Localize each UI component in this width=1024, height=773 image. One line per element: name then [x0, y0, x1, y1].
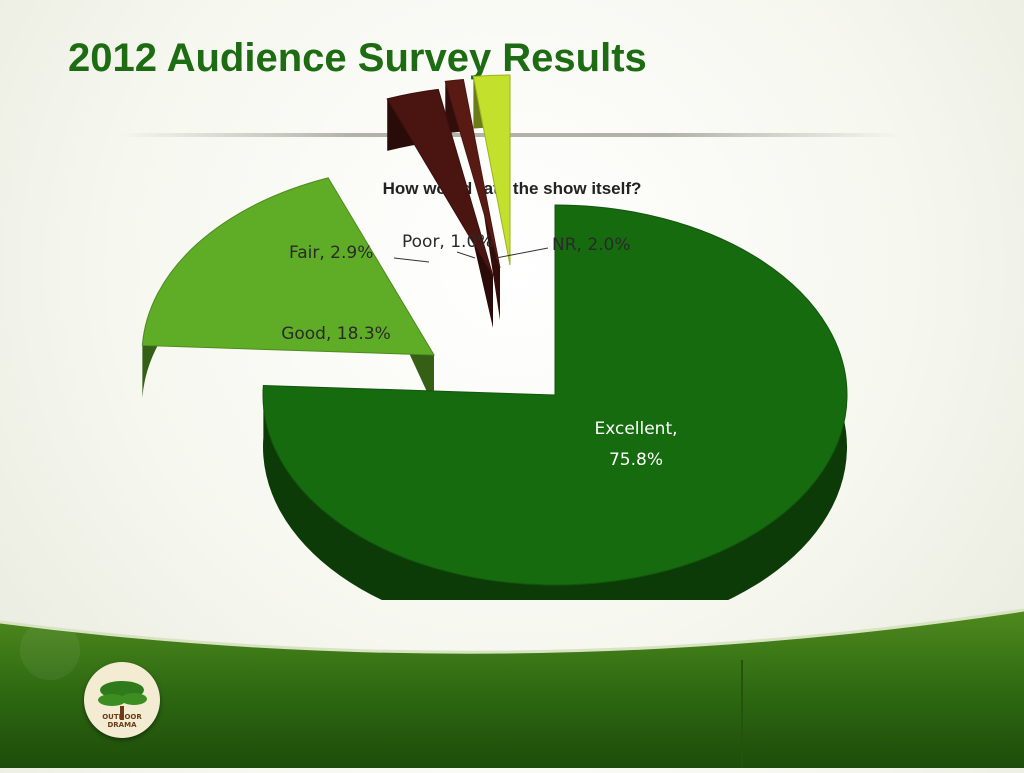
pie-slice-poor — [444, 78, 501, 269]
pie-chart: How would rate the show itself? Excellen… — [141, 74, 848, 600]
pie-slice-side-poor — [445, 79, 500, 321]
slice-labels: Excellent, 75.8% Good, 18.3% Fair, 2.9% Poor… — [281, 232, 677, 470]
slice-label-poor: Poor, 1.0% — [402, 232, 493, 252]
footer-band — [0, 600, 1024, 768]
slice-label-nr: NR, 2.0% — [552, 235, 631, 255]
leader-line-poor — [456, 251, 476, 259]
slice-label-fair: Fair, 2.9% — [289, 243, 373, 263]
outdoor-drama-logo: OUTDOOR DRAMA — [84, 662, 160, 738]
logo-line-2: DRAMA — [107, 721, 137, 729]
tree-icon — [98, 681, 147, 720]
leader-line-fair — [393, 257, 430, 263]
pie-slice-fair — [386, 88, 494, 277]
slide-title: 2012 Audience Survey Results — [68, 36, 647, 80]
pie-slice-excellent — [262, 204, 848, 586]
leader-line-nr — [495, 247, 549, 259]
pie-slice-tops — [141, 74, 848, 586]
pie-slice-good — [141, 177, 435, 356]
chart-title: How would rate the show itself? — [383, 179, 642, 198]
logo-line-1: OUTDOOR — [102, 713, 142, 721]
slice-label-excellent: Excellent, 75.8% — [594, 419, 677, 470]
slice-label-good: Good, 18.3% — [281, 324, 391, 344]
leader-lines — [393, 247, 549, 263]
pie-slice-nr — [472, 74, 511, 266]
